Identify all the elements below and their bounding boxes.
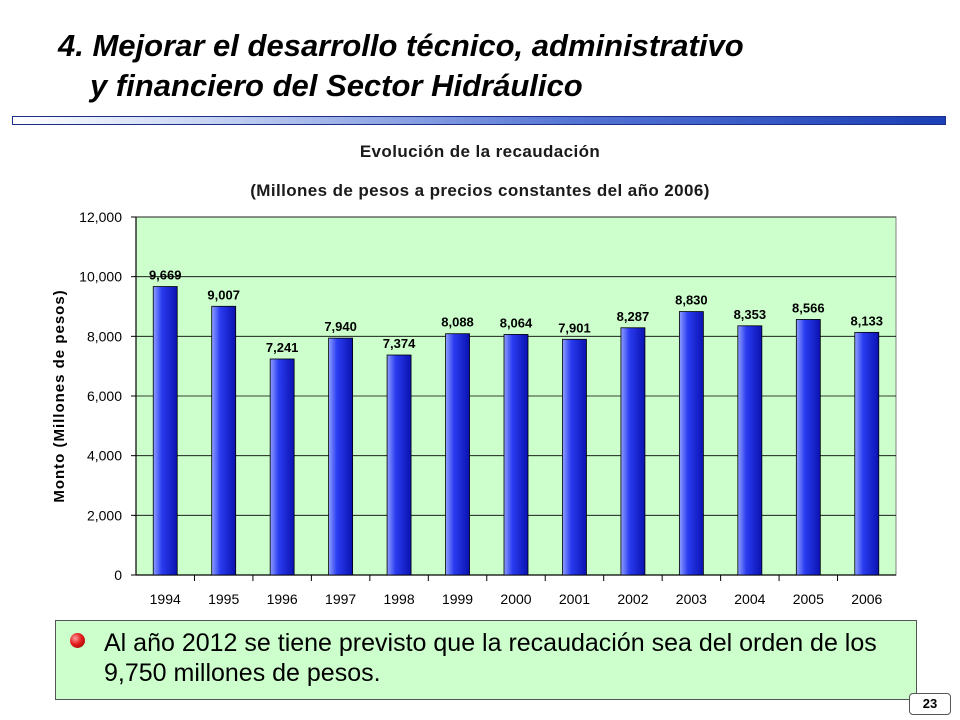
slide-title-line2: y financiero del Sector Hidráulico	[90, 68, 583, 103]
data-label: 7,241	[266, 340, 299, 355]
bar-1999	[445, 333, 470, 576]
data-label: 8,064	[500, 315, 533, 330]
bar-1998	[386, 354, 412, 576]
bar-2006	[854, 331, 880, 576]
bar-2005	[795, 319, 821, 576]
data-label: 8,133	[850, 313, 883, 328]
slide-title-line1: 4. Mejorar el desarrollo técnico, admini…	[58, 28, 744, 63]
x-tick-label: 1995	[208, 591, 239, 607]
chart-title: Evolución de la recaudación	[359, 142, 601, 161]
slide-title: 4. Mejorar el desarrollo técnico, admini…	[58, 26, 938, 106]
callout-text: Al año 2012 se tiene previsto que la rec…	[104, 629, 877, 687]
y-tick-label: 10,000	[79, 269, 122, 285]
bar-chart: 0 2,000 4,000 6,000 8,000 10,000 12,000 9,669 19…	[51, 209, 897, 607]
x-tick-label: 2003	[676, 591, 707, 607]
data-label: 9,669	[149, 268, 182, 283]
data-label: 8,830	[675, 293, 708, 308]
chart-subtitle: (Millones de pesos a precios constantes …	[250, 181, 710, 200]
y-tick-label: 2,000	[87, 507, 122, 523]
bar-1994	[152, 286, 178, 576]
title-underline-bar	[12, 116, 946, 125]
bar-1996	[269, 358, 295, 576]
x-tick-label: 2005	[793, 591, 824, 607]
x-tick-label: 2004	[734, 591, 765, 607]
data-label: 7,374	[383, 336, 416, 351]
y-tick-label: 12,000	[79, 209, 122, 225]
data-label: 8,088	[441, 315, 474, 330]
bar-2004	[737, 325, 763, 576]
y-tick-label: 0	[114, 567, 122, 583]
x-tick-label: 1996	[267, 591, 298, 607]
data-label: 8,566	[792, 300, 825, 315]
callout-box: Al año 2012 se tiene previsto que la rec…	[55, 620, 917, 700]
x-tick-label: 1994	[150, 591, 181, 607]
bar-2001	[562, 338, 587, 576]
x-tick-label: 2002	[617, 591, 648, 607]
bar-2003	[678, 311, 704, 576]
data-label: 8,287	[617, 309, 650, 324]
data-label: 8,353	[734, 307, 767, 322]
x-tick-label: 2000	[500, 591, 531, 607]
x-tick-label: 1997	[325, 591, 356, 607]
page-number: 23	[909, 693, 951, 715]
x-tick-label: 1998	[383, 591, 414, 607]
data-label: 9,007	[207, 287, 240, 302]
bar-1995	[211, 305, 237, 576]
x-tick-label: 1999	[442, 591, 473, 607]
bullet-icon	[70, 633, 85, 648]
y-tick-label: 6,000	[87, 388, 122, 404]
x-tick-label: 2006	[851, 591, 882, 607]
y-tick-label: 4,000	[87, 448, 122, 464]
data-label: 7,901	[558, 320, 591, 335]
y-axis-label: Monto (Millones de pesos)	[51, 289, 68, 502]
x-tick-label: 2001	[559, 591, 590, 607]
data-label: 7,940	[324, 319, 357, 334]
y-tick-label: 8,000	[87, 328, 122, 344]
bar-2002	[620, 327, 646, 576]
bar-1997	[328, 337, 354, 576]
bar-2000	[503, 334, 529, 576]
